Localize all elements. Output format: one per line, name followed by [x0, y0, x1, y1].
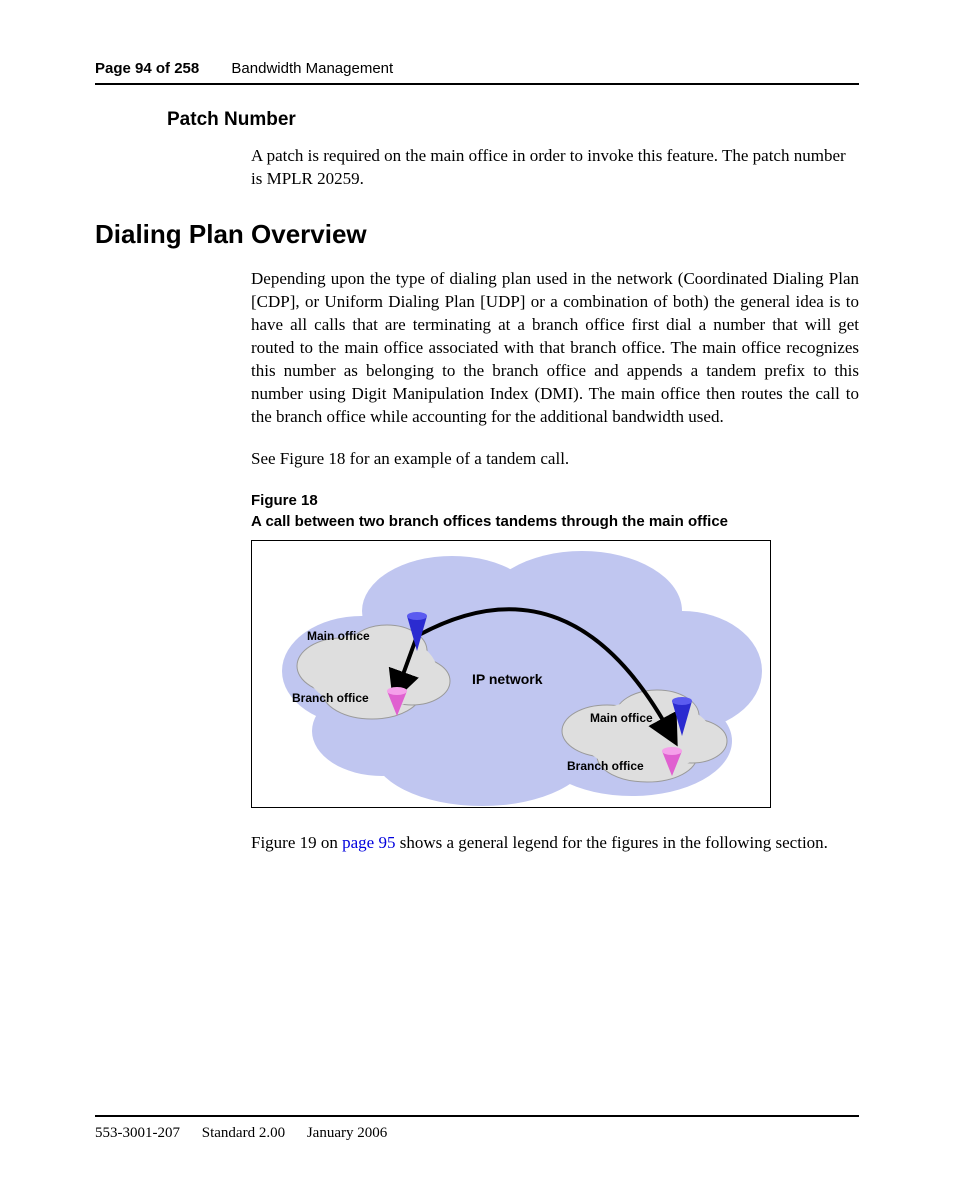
figure19-ref-post: shows a general legend for the figures i… — [395, 833, 827, 852]
label-right-branch-office: Branch office — [567, 759, 644, 773]
label-right-main-office: Main office — [590, 711, 653, 725]
figure-18-label: Figure 18 — [251, 492, 318, 509]
chapter-title: Bandwidth Management — [231, 60, 393, 77]
figure-18-caption: Figure 18 A call between two branch offi… — [251, 491, 859, 532]
paragraph-patch-body: A patch is required on the main office i… — [251, 145, 859, 191]
heading-dialing-plan: Dialing Plan Overview — [95, 219, 859, 250]
page-header: Page 94 of 258 Bandwidth Management — [95, 60, 859, 85]
paragraph-dialing-body2: See Figure 18 for an example of a tandem… — [251, 448, 859, 471]
footer-standard: Standard 2.00 — [202, 1125, 285, 1141]
figure-18-title: A call between two branch offices tandem… — [251, 513, 728, 530]
figure19-ref-pre: Figure 19 on — [251, 833, 342, 852]
label-left-main-office: Main office — [307, 629, 370, 643]
paragraph-figure19-ref: Figure 19 on page 95 shows a general leg… — [251, 832, 859, 855]
heading-patch-number: Patch Number — [167, 109, 859, 131]
label-ip-network: IP network — [472, 671, 543, 687]
footer-date: January 2006 — [307, 1125, 387, 1141]
paragraph-dialing-body1: Depending upon the type of dialing plan … — [251, 268, 859, 429]
page-footer: 553-3001-207 Standard 2.00 January 2006 — [95, 1115, 859, 1142]
page-number: Page 94 of 258 — [95, 60, 199, 77]
figure-18-diagram: IP network Main office Branch office Mai… — [251, 540, 771, 808]
footer-doc-id: 553-3001-207 — [95, 1125, 180, 1141]
page-95-link[interactable]: page 95 — [342, 833, 395, 852]
label-left-branch-office: Branch office — [292, 691, 369, 705]
